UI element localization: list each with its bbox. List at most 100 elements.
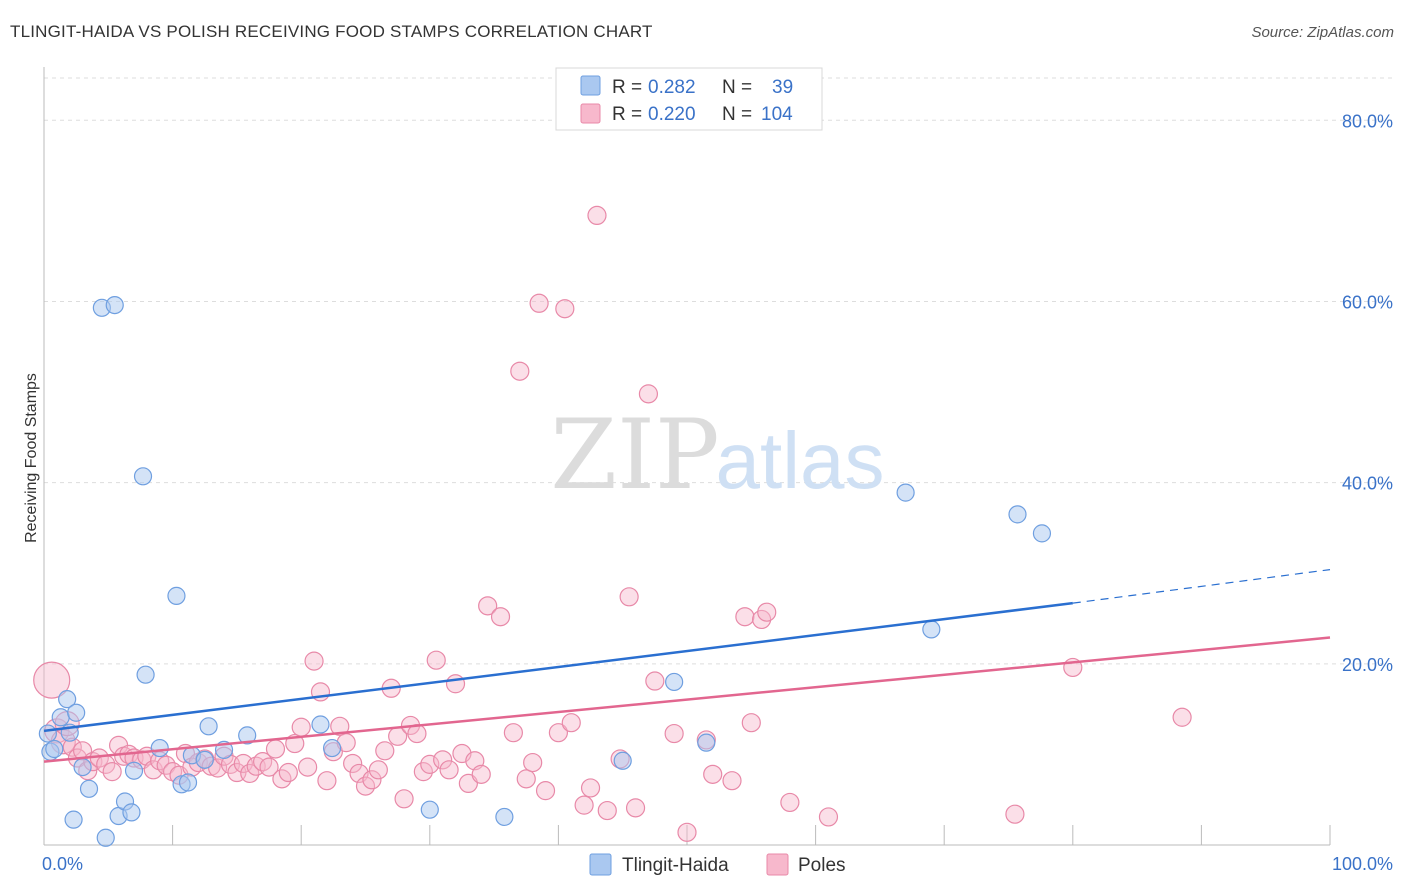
- y-tick-label: 40.0%: [1342, 474, 1393, 494]
- bottom-legend-label-tlingit-haida: Tlingit-Haida: [622, 855, 729, 876]
- data-point-poles: [278, 762, 298, 783]
- data-point-poles: [439, 760, 459, 780]
- series-poles-points: [33, 205, 1192, 842]
- data-point-tlingit-haida: [79, 779, 99, 798]
- data-point-tlingit-haida: [238, 726, 257, 745]
- trend-line-tlingit-haida-extension: [1072, 569, 1331, 604]
- series-legend: Tlingit-Haida Poles: [589, 853, 846, 876]
- bottom-legend-label-poles: Poles: [798, 855, 846, 876]
- trend-line-tlingit-haida: [43, 601, 1073, 733]
- legend-n-value: 39: [772, 77, 793, 98]
- legend-r-value: 0.220: [648, 104, 696, 125]
- data-point-tlingit-haida: [495, 807, 514, 827]
- data-point-tlingit-haida: [136, 665, 155, 684]
- series-tlingit-haida-points: [38, 295, 1052, 847]
- y-tick-label: 60.0%: [1342, 292, 1393, 312]
- data-point-poles: [375, 741, 395, 761]
- data-point-poles: [1005, 804, 1025, 824]
- trend-lines: [43, 569, 1331, 763]
- data-point-tlingit-haida: [1008, 505, 1027, 524]
- data-point-poles: [580, 778, 601, 798]
- data-point-tlingit-haida: [133, 467, 153, 486]
- gridlines: [44, 77, 1392, 665]
- watermark-atlas: atlas: [716, 416, 885, 505]
- data-point-poles: [735, 607, 755, 627]
- legend-n-value: 104: [761, 104, 793, 125]
- data-point-tlingit-haida: [922, 620, 941, 639]
- legend-swatch-tlingit-haida: [580, 75, 601, 96]
- data-point-tlingit-haida: [96, 828, 115, 847]
- data-point-poles: [741, 713, 761, 733]
- data-point-poles: [561, 713, 581, 733]
- data-point-tlingit-haida: [122, 803, 141, 822]
- data-point-poles: [317, 771, 337, 791]
- data-point-tlingit-haida: [420, 800, 439, 819]
- data-point-tlingit-haida: [45, 739, 64, 759]
- data-point-poles: [426, 650, 446, 670]
- data-point-poles: [818, 807, 839, 827]
- data-point-tlingit-haida: [665, 672, 684, 692]
- data-point-tlingit-haida: [67, 703, 86, 722]
- data-point-tlingit-haida: [322, 738, 342, 758]
- data-point-tlingit-haida: [58, 690, 77, 709]
- data-point-poles: [490, 607, 511, 627]
- data-point-tlingit-haida: [311, 715, 330, 734]
- data-point-poles: [757, 602, 777, 622]
- data-point-poles: [433, 750, 453, 770]
- data-point-tlingit-haida: [613, 751, 632, 770]
- data-point-poles: [535, 781, 556, 801]
- y-tick-label: 80.0%: [1342, 111, 1393, 131]
- bottom-legend-swatch-tlingit-haida: [589, 853, 612, 876]
- x-tick-label: 100.0%: [1332, 854, 1393, 874]
- data-point-poles: [291, 717, 311, 737]
- data-point-poles: [548, 723, 569, 743]
- data-point-poles: [638, 384, 659, 404]
- data-point-poles: [259, 757, 279, 777]
- data-point-tlingit-haida: [896, 483, 915, 502]
- data-point-poles: [677, 822, 697, 842]
- data-point-tlingit-haida: [195, 750, 214, 769]
- trend-line-poles: [43, 636, 1331, 763]
- legend-n-label: N =: [722, 77, 752, 98]
- data-point-poles: [664, 723, 684, 744]
- data-point-poles: [625, 798, 646, 818]
- data-point-poles: [362, 770, 382, 790]
- data-point-poles: [529, 293, 549, 313]
- axes: [43, 67, 1331, 846]
- chart-title: TLINGIT-HAIDA VS POLISH RECEIVING FOOD S…: [10, 22, 653, 41]
- legend-r-label: R =: [612, 104, 642, 125]
- x-tick-label: 0.0%: [42, 854, 83, 874]
- data-point-poles: [330, 716, 350, 736]
- y-tick-label: 20.0%: [1342, 655, 1393, 675]
- data-point-poles: [163, 762, 183, 782]
- data-point-poles: [304, 651, 324, 671]
- legend-r-label: R =: [612, 77, 642, 98]
- legend-r-value: 0.282: [648, 77, 696, 98]
- data-point-poles: [597, 800, 617, 821]
- data-point-poles: [471, 764, 491, 784]
- data-point-poles: [703, 764, 723, 784]
- data-point-poles: [478, 596, 498, 616]
- data-point-poles: [240, 763, 260, 784]
- data-point-poles: [298, 757, 318, 777]
- data-point-poles: [394, 789, 414, 809]
- stats-legend: R = 0.282 N = 39 R = 0.220 N = 104: [555, 67, 823, 131]
- data-point-poles: [445, 674, 466, 694]
- y-tick-labels: 20.0% 40.0% 60.0% 80.0%: [1342, 111, 1393, 675]
- legend-swatch-poles: [580, 103, 601, 124]
- data-point-poles: [523, 752, 543, 773]
- data-point-poles: [619, 587, 639, 607]
- data-point-poles: [33, 661, 71, 699]
- data-point-tlingit-haida: [1032, 524, 1052, 543]
- data-point-poles: [1172, 707, 1192, 727]
- data-point-poles: [510, 361, 530, 381]
- data-point-tlingit-haida: [178, 773, 198, 792]
- data-point-poles: [574, 795, 594, 815]
- data-point-poles: [587, 205, 607, 226]
- x-tick-labels: 0.0% 100.0%: [42, 854, 1393, 874]
- data-point-poles: [420, 754, 440, 774]
- data-point-poles: [343, 753, 363, 774]
- data-point-poles: [722, 771, 742, 791]
- data-point-tlingit-haida: [105, 295, 124, 315]
